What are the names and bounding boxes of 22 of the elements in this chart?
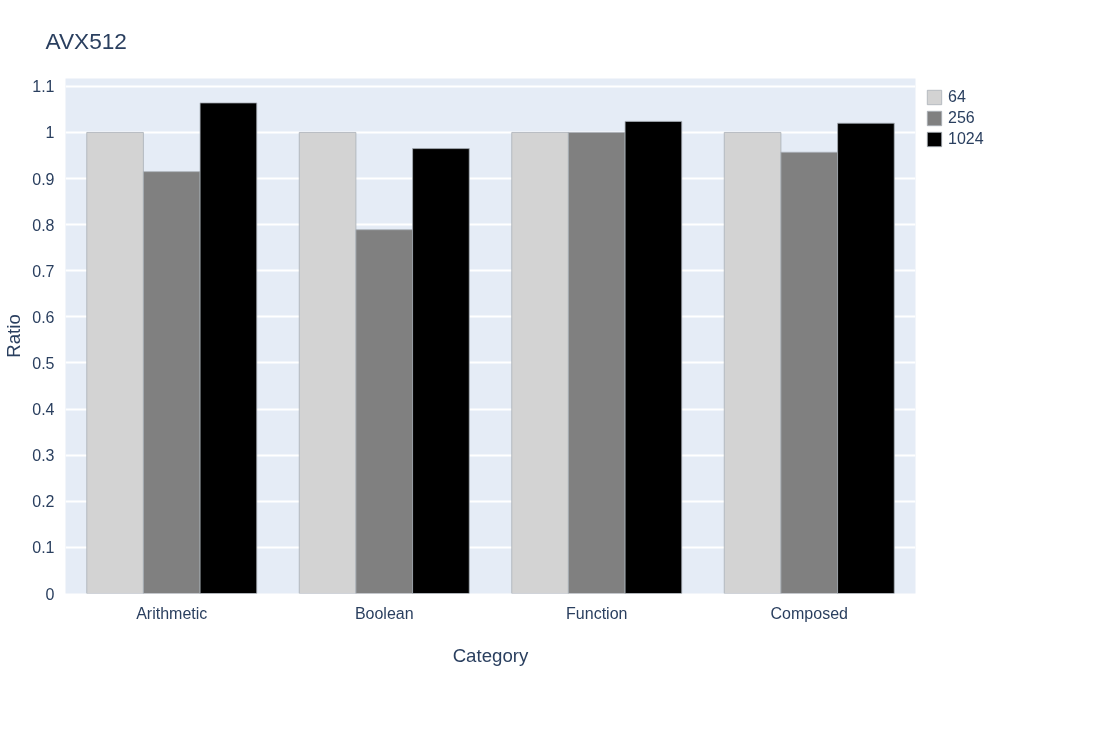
y-tick-label: 0.7	[32, 262, 55, 280]
y-tick-label: 0.9	[32, 170, 55, 188]
y-tick-label: 0.2	[32, 493, 55, 511]
legend-label: 64	[948, 88, 967, 106]
x-tick-label: Boolean	[354, 604, 414, 622]
x-tick-label: Arithmetic	[136, 604, 208, 622]
chart-title: AVX512	[45, 27, 127, 54]
x-axis-title: Category	[452, 644, 530, 666]
legend-label: 256	[948, 109, 975, 127]
y-tick-label: 0.3	[32, 447, 55, 465]
y-tick-label: 0.6	[32, 308, 55, 326]
x-tick-label: Composed	[770, 604, 848, 622]
y-axis-title: Ratio	[3, 314, 25, 358]
y-tick-label: 0	[45, 585, 55, 603]
y-tick-label: 1	[45, 124, 55, 142]
y-tick-label: 0.5	[32, 354, 55, 372]
y-tick-label: 0.4	[32, 401, 55, 419]
y-tick-label: 0.8	[32, 216, 55, 234]
x-tick-label: Function	[566, 604, 628, 622]
legend-label: 1024	[948, 130, 984, 148]
y-tick-label: 0.1	[32, 539, 55, 557]
y-tick-label: 1.1	[32, 78, 55, 96]
